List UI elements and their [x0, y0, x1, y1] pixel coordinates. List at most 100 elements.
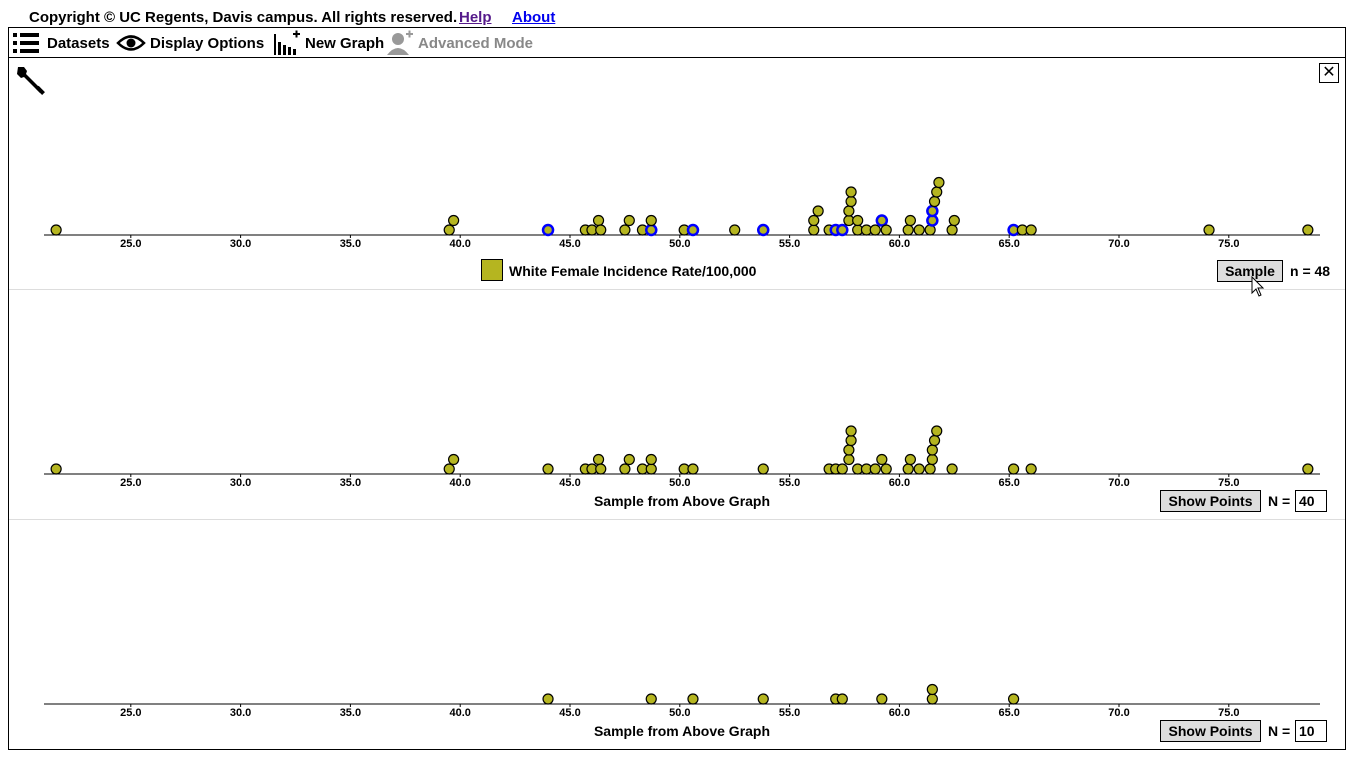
data-point[interactable] [946, 463, 958, 475]
x-tick-label: 35.0 [340, 477, 361, 489]
data-point[interactable] [876, 453, 888, 466]
sample-size-input[interactable] [1295, 720, 1327, 742]
data-point[interactable] [50, 224, 62, 236]
data-point[interactable] [913, 463, 925, 475]
x-tick-label: 35.0 [340, 707, 361, 719]
show-points-button[interactable]: Show Points [1160, 720, 1261, 742]
x-tick-label: 60.0 [889, 707, 910, 719]
data-point[interactable] [880, 463, 892, 475]
divider [9, 289, 1345, 290]
show-points-button[interactable]: Show Points [1160, 490, 1261, 512]
x-tick-label: 60.0 [889, 238, 910, 250]
data-point[interactable] [443, 463, 455, 475]
x-tick-label: 70.0 [1108, 477, 1129, 489]
data-point[interactable] [687, 463, 699, 475]
data-point[interactable] [948, 214, 960, 227]
selected-data-point[interactable] [836, 223, 849, 237]
selected-data-point[interactable] [875, 214, 889, 227]
data-point[interactable] [845, 186, 857, 198]
graph3-caption: Sample from Above Graph [593, 723, 771, 739]
data-point[interactable] [812, 205, 824, 217]
data-point[interactable] [443, 224, 455, 236]
new-graph-button[interactable]: New Graph [273, 28, 384, 58]
data-point[interactable] [729, 224, 741, 236]
wrench-icon[interactable] [14, 64, 46, 101]
chart-2: 25.0 30.0 35.0 40.0 45.0 50.0 55.0 60.0 65.0 70.0… [44, 425, 1320, 489]
data-point[interactable] [926, 683, 938, 696]
data-point[interactable] [869, 463, 881, 475]
data-point[interactable] [931, 425, 943, 437]
data-point[interactable] [1025, 463, 1037, 475]
chart-1: 25.0 30.0 35.0 40.0 45.0 50.0 55.0 60.0 65.0 70.0… [44, 176, 1320, 250]
list-icon [12, 30, 40, 56]
sample-button[interactable]: Sample [1217, 260, 1283, 282]
data-point[interactable] [836, 463, 848, 475]
datasets-button[interactable]: Datasets [12, 28, 110, 58]
data-point[interactable] [1302, 224, 1314, 236]
x-tick-label: 70.0 [1108, 707, 1129, 719]
data-point[interactable] [595, 463, 607, 475]
data-point[interactable] [1007, 463, 1020, 475]
data-point[interactable] [880, 224, 892, 236]
x-tick-label: 30.0 [230, 477, 251, 489]
data-point[interactable] [904, 214, 916, 227]
sample-size-input[interactable] [1295, 490, 1327, 512]
data-point[interactable] [876, 693, 888, 705]
user-add-icon [386, 30, 414, 56]
advanced-mode-button[interactable]: Advanced Mode [386, 28, 533, 58]
data-point[interactable] [50, 463, 62, 475]
data-point[interactable] [926, 693, 938, 705]
chart-3: 25.0 30.0 35.0 40.0 45.0 50.0 55.0 60.0 65.0 70.0… [44, 683, 1320, 719]
data-point[interactable] [623, 453, 635, 466]
data-point[interactable] [1302, 463, 1314, 475]
toolbar: Datasets Display Options New Graph [8, 27, 1346, 58]
data-point[interactable] [645, 453, 657, 466]
data-point[interactable] [687, 693, 699, 705]
data-point[interactable] [904, 453, 916, 466]
data-point[interactable] [619, 224, 631, 236]
about-link[interactable]: About [512, 9, 556, 26]
x-tick-label: 40.0 [449, 707, 470, 719]
data-point[interactable] [542, 463, 554, 475]
x-tick-label: 65.0 [998, 477, 1019, 489]
display-options-button[interactable]: Display Options [116, 28, 264, 58]
top-bar: Copyright © UC Regents, Davis campus. Al… [0, 0, 1366, 26]
sample-size-label: n = 48 [1290, 263, 1331, 279]
data-point[interactable] [845, 425, 857, 437]
datasets-label: Datasets [47, 34, 110, 52]
data-point[interactable] [645, 693, 657, 705]
x-tick-label: 75.0 [1218, 238, 1239, 250]
data-point[interactable] [913, 224, 925, 236]
data-point[interactable] [619, 463, 631, 475]
data-point[interactable] [933, 176, 945, 189]
data-point[interactable] [448, 453, 460, 466]
data-point[interactable] [542, 693, 554, 705]
x-tick-label: 65.0 [998, 707, 1019, 719]
legend-swatch [481, 259, 503, 281]
bar-chart-icon [273, 30, 301, 56]
x-tick-label: 70.0 [1108, 238, 1129, 250]
data-point[interactable] [852, 214, 864, 227]
data-point[interactable] [757, 693, 769, 705]
selected-data-point[interactable] [686, 223, 700, 237]
x-tick-label: 60.0 [889, 477, 910, 489]
new-graph-label: New Graph [305, 34, 385, 52]
data-point[interactable] [645, 214, 657, 227]
selected-data-point[interactable] [541, 223, 555, 237]
data-point[interactable] [1203, 224, 1215, 236]
help-link[interactable]: Help [459, 9, 492, 26]
data-point[interactable] [836, 693, 848, 705]
data-point[interactable] [1025, 224, 1037, 236]
data-point[interactable] [757, 463, 769, 475]
selected-data-point[interactable] [756, 223, 770, 237]
data-point[interactable] [808, 214, 820, 227]
x-tick-label: 65.0 [998, 238, 1019, 250]
data-point[interactable] [869, 224, 881, 236]
data-point[interactable] [623, 214, 635, 227]
mouse-cursor-icon [1251, 275, 1265, 303]
data-point[interactable] [448, 214, 460, 227]
display-options-label: Display Options [150, 34, 265, 52]
data-point[interactable] [595, 224, 607, 236]
close-icon[interactable]: ✕ [1319, 63, 1339, 83]
data-point[interactable] [1007, 693, 1020, 705]
